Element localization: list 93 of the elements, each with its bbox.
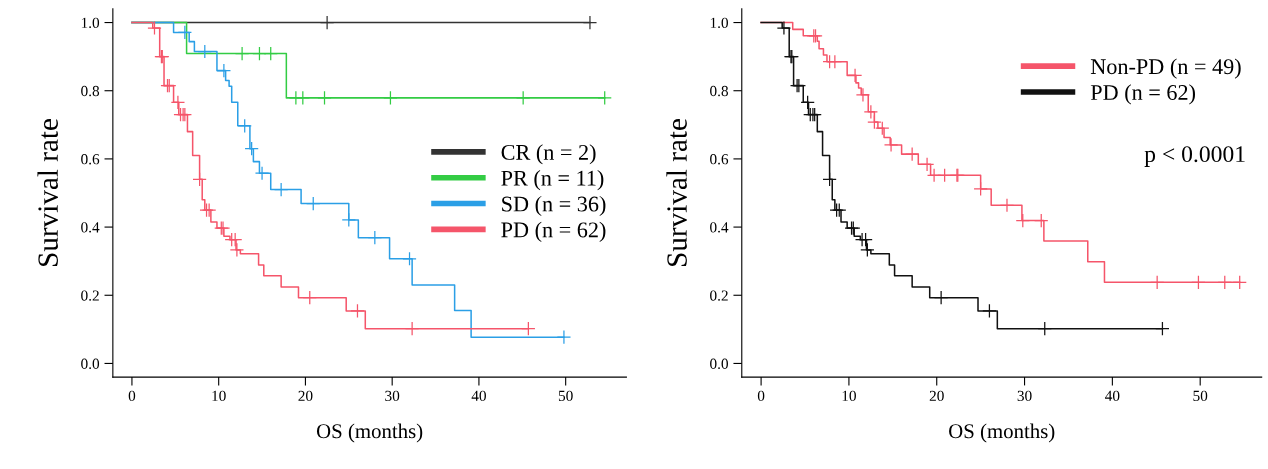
point xyxy=(383,90,398,106)
y-tick-label: 0.2 xyxy=(81,290,99,301)
legend-label: PD (n = 62) xyxy=(1090,84,1196,105)
point xyxy=(1217,275,1232,290)
point xyxy=(597,90,612,106)
x-tick-label: 20 xyxy=(929,390,944,402)
legend-label: SD (n = 36) xyxy=(502,195,606,217)
y-tick-label: 1.0 xyxy=(81,17,100,29)
y-tick-label: 0.6 xyxy=(710,154,729,165)
y-tick-label: 0.8 xyxy=(81,85,100,97)
point xyxy=(319,15,335,30)
annotation: p < 0.0001 xyxy=(1144,146,1245,167)
point xyxy=(237,118,252,134)
x-tick-label: 50 xyxy=(1193,390,1208,402)
point xyxy=(822,172,837,187)
point xyxy=(827,54,843,69)
y-tick-label: 0.2 xyxy=(710,290,728,301)
y-tick-label: 0.4 xyxy=(81,222,100,233)
point xyxy=(263,46,278,61)
point xyxy=(254,166,270,181)
y-tick-label: 0.0 xyxy=(81,358,100,369)
point xyxy=(216,63,232,78)
point xyxy=(302,290,317,305)
y-tick-label: 1.0 xyxy=(710,17,728,29)
x-tick-label: 50 xyxy=(558,390,573,402)
point xyxy=(341,212,357,228)
point xyxy=(933,290,949,305)
point xyxy=(234,46,250,61)
x-axis-title: OS (months) xyxy=(316,423,423,443)
point xyxy=(867,114,882,130)
point xyxy=(875,121,890,136)
point xyxy=(244,141,259,156)
x-tick-label: 40 xyxy=(471,390,486,402)
point xyxy=(252,46,267,61)
y-tick-label: 0.8 xyxy=(710,85,728,97)
point xyxy=(197,44,213,59)
point xyxy=(1155,321,1170,336)
x-tick-label: 0 xyxy=(128,390,136,402)
point xyxy=(317,90,332,106)
legend-label: PR (n = 11) xyxy=(501,170,604,191)
point xyxy=(273,182,289,197)
point xyxy=(295,90,311,106)
point xyxy=(858,232,873,247)
point xyxy=(1149,275,1165,290)
y-axis-title: Survival rate xyxy=(37,119,58,266)
x-tick-label: 30 xyxy=(1017,390,1032,402)
point xyxy=(1034,213,1049,228)
x-tick-label: 40 xyxy=(1105,390,1120,402)
point xyxy=(192,172,207,187)
point xyxy=(919,157,935,172)
point xyxy=(973,181,988,197)
point xyxy=(306,196,321,211)
point xyxy=(350,303,365,319)
point xyxy=(855,87,871,103)
point xyxy=(863,104,879,120)
legend-label: CR (n = 2) xyxy=(501,144,596,165)
x-tick-label: 0 xyxy=(757,390,765,402)
point xyxy=(999,198,1015,213)
x-axis-title: OS (months) xyxy=(949,423,1055,443)
point xyxy=(1015,213,1031,228)
point xyxy=(847,68,863,83)
x-tick-label: 20 xyxy=(298,390,313,402)
point xyxy=(800,95,815,110)
point xyxy=(1037,321,1052,336)
point xyxy=(515,90,531,106)
x-tick-label: 10 xyxy=(212,390,226,402)
point xyxy=(229,242,245,258)
point xyxy=(147,20,162,36)
point xyxy=(170,95,186,110)
point xyxy=(367,230,383,245)
point xyxy=(904,146,920,162)
point xyxy=(883,137,899,153)
point xyxy=(177,25,193,40)
point xyxy=(582,15,598,30)
point xyxy=(521,321,536,336)
point xyxy=(982,303,997,319)
point xyxy=(937,168,952,183)
point xyxy=(860,242,875,258)
point xyxy=(402,251,417,266)
point xyxy=(227,232,243,247)
x-tick-label: 30 xyxy=(385,390,400,402)
y-axis-title: Survival rate xyxy=(666,119,687,266)
point xyxy=(404,321,420,336)
legend-label: Non-PD (n = 49) xyxy=(1090,58,1241,79)
point xyxy=(776,20,792,36)
y-tick-label: 0.4 xyxy=(710,222,729,233)
y-tick-label: 0.6 xyxy=(81,154,100,165)
point xyxy=(556,329,572,345)
x-tick-label: 10 xyxy=(842,390,856,402)
point xyxy=(1232,275,1247,290)
y-tick-label: 0.0 xyxy=(710,358,728,369)
legend-label: PD (n = 62) xyxy=(501,221,606,242)
point xyxy=(1191,275,1206,290)
